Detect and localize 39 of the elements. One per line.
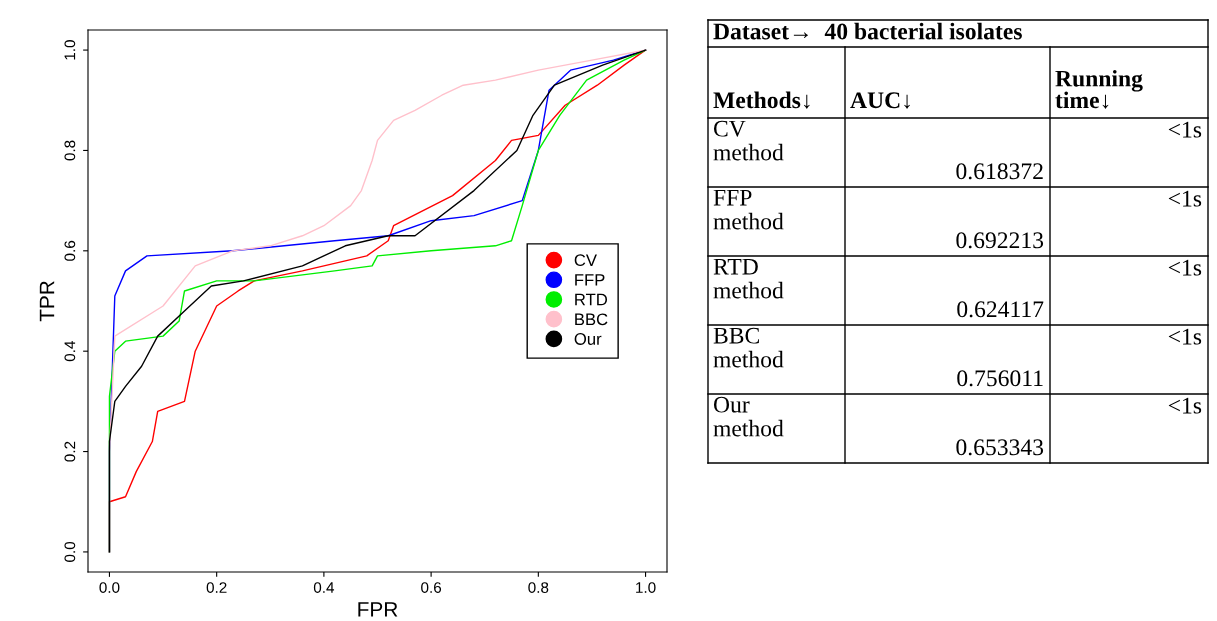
y-tick-label: 1.0 [64,40,76,60]
text: <1s [1168,397,1202,414]
y-tick-label: 0.8 [64,140,76,161]
text: <1s [1168,190,1202,207]
x-tick-label: 0.6 [421,582,442,593]
legend-label: FFP [575,274,605,286]
x-tick-label: 1.0 [636,582,656,593]
legend-label: BBC [575,313,608,326]
text: 0.624117 [957,301,1044,318]
y-tick-label: 0.4 [64,341,76,362]
text: Dataset→ 40 bacterial isolates [713,22,1022,40]
y-tick-label: 0.2 [64,441,76,462]
text: Our method [713,396,784,437]
x-tick-label: 0.4 [313,582,335,593]
legend-label: RTD [575,293,608,306]
text: <1s [1168,328,1202,345]
y-tick-label: 0.0 [64,541,76,562]
text: 0.653343 [956,439,1044,456]
y-tick-label: 0.6 [64,240,76,261]
text: FFP method [713,189,784,230]
x-tick-label: 0.0 [99,582,120,593]
text: <1s [1168,259,1202,276]
text: 0.692213 [956,232,1044,249]
text: Methods↓ [713,91,810,109]
legend-label: Our [574,333,602,345]
text: CV method [713,120,784,161]
text: 0.618372 [956,163,1043,180]
text: AUC↓ [850,92,910,109]
x-tick-label: 0.2 [206,582,227,593]
text: BBC method [713,327,784,368]
line-series [108,49,647,553]
legend-label: CV [574,254,597,267]
x-tick-label: 0.8 [528,582,549,593]
text: <1s [1168,121,1202,138]
y-axis-title: TPR [39,281,55,322]
text: RTD method [713,258,784,299]
text: 0.756011 [957,370,1043,387]
x-axis-title: FPR [358,602,398,617]
text: Running time↓ [1055,69,1143,109]
